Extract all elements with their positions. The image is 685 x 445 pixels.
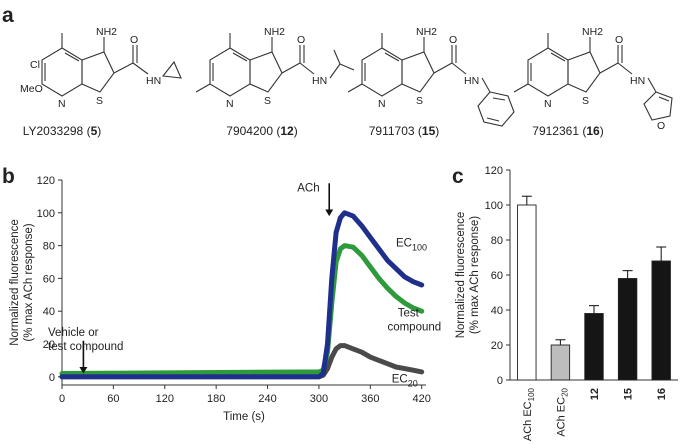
compound-5-label: LY2033298 (5) [23, 124, 102, 138]
series-label-test: Test compound [387, 307, 441, 333]
compound-16-structure: S N NH2 O HN O 7912361 (16) [513, 26, 673, 138]
amide-hn-atom: HN [146, 75, 161, 87]
x-tick-label: 300 [310, 393, 328, 405]
bar-category-label: ACh EC20 [555, 387, 569, 436]
bar-y-tick-label: 100 [485, 200, 503, 212]
bar-4 [651, 260, 671, 381]
series-label-ec20: EC20 [392, 373, 418, 388]
nh2-atom: NH2 [264, 26, 285, 38]
bar-3 [617, 278, 638, 381]
x-tick-label: 360 [361, 393, 379, 405]
s-atom: S [416, 95, 423, 107]
bar-y-axis-label: Normalized fluorescence (% max ACh respon… [455, 212, 481, 339]
compound-15-label: 7911703 (15) [369, 124, 440, 138]
x-tick-label: 240 [258, 393, 276, 405]
n-atom: N [544, 98, 552, 110]
compound-12-structure: N S NH2 O HN 7904200 (12) [195, 26, 355, 138]
y-tick-label: 100 [37, 208, 55, 220]
bar-y-tick-label: 20 [491, 340, 503, 352]
bar-2 [584, 313, 604, 381]
x-tick-label: 420 [413, 393, 431, 405]
x-tick-label: 0 [59, 393, 65, 405]
bar-category-label: ACh EC100 [522, 387, 536, 441]
bar-y-tick-label: 120 [485, 165, 503, 177]
y-tick-label: 60 [43, 273, 55, 285]
panel-a-letter: a [2, 4, 14, 27]
n-atom: N [226, 98, 234, 110]
s-atom: S [96, 95, 103, 107]
ach-annotation: ACh [297, 182, 319, 194]
panel-c-letter: c [452, 165, 464, 188]
amide-hn-atom: HN [464, 75, 479, 87]
vehicle-arrow-head [79, 366, 88, 374]
x-tick-label: 180 [207, 393, 225, 405]
carbonyl-o-atom: O [130, 34, 138, 46]
y-tick-label: 0 [49, 372, 55, 384]
nh2-atom: NH2 [416, 26, 437, 38]
furan-o-atom: O [657, 120, 665, 132]
y-tick-label: 120 [37, 175, 55, 187]
compound-15-structure: N S NH2 O HN 7911703 (15) [347, 26, 515, 138]
x-tick-label: 120 [156, 393, 174, 405]
ach-arrow-head [325, 209, 334, 217]
compound-5-structure: Cl MeO N S NH2 O HN LY2033298 (5) [20, 26, 182, 138]
bar-category-label: 15 [623, 388, 635, 400]
carbonyl-o-atom: O [615, 34, 623, 46]
x-tick-label: 60 [107, 393, 119, 405]
compound-16-label: 7912361 (16) [532, 124, 603, 138]
bar-1 [550, 344, 571, 381]
y-tick-label: 20 [43, 339, 55, 351]
n-atom: N [58, 98, 66, 110]
amide-hn-atom: HN [630, 75, 645, 87]
y-axis-label: Normalized fluorescence (% max ACh respon… [9, 219, 35, 346]
carbonyl-o-atom: O [297, 34, 305, 46]
series-line-0 [59, 210, 425, 380]
nh2-atom: NH2 [582, 26, 603, 38]
bar-y-tick-label: 80 [491, 235, 503, 247]
bar-category-label: 16 [656, 388, 668, 400]
panel-b-letter: b [2, 165, 15, 188]
bar-y-tick-label: 40 [491, 305, 503, 317]
series-label-ec100: EC100 [396, 237, 427, 252]
bar-y-tick-label: 60 [491, 270, 503, 282]
bar-0 [517, 204, 537, 381]
s-atom: S [582, 95, 589, 107]
meo-atom: MeO [20, 83, 43, 95]
time-course-chart: 0 20 40 60 80 100 120 0 60 120 180 240 300 360 420 Time… [9, 175, 441, 423]
nh2-atom: NH2 [96, 26, 117, 38]
y-tick-label: 40 [43, 306, 55, 318]
carbonyl-o-atom: O [449, 34, 457, 46]
n-atom: N [378, 98, 386, 110]
bar-chart: 0 20 40 60 80 100 120 Normalized fluorescence (%… [455, 165, 678, 441]
compound-12-label: 7904200 (12) [226, 124, 297, 138]
s-atom: S [264, 95, 271, 107]
cl-atom: Cl [30, 59, 40, 71]
vehicle-annotation: Vehicle or test compound [48, 327, 123, 353]
x-axis-label: Time (s) [223, 411, 265, 423]
bar-y-tick-label: 0 [497, 375, 503, 387]
amide-hn-atom: HN [312, 75, 327, 87]
y-tick-label: 80 [43, 241, 55, 253]
bar-category-label: 12 [589, 388, 601, 400]
